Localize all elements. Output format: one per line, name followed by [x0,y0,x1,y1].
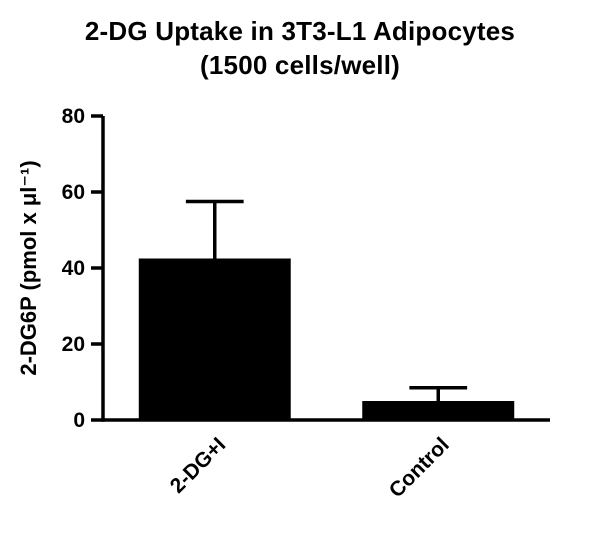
x-category-label: 2-DG+I [166,433,231,498]
chart-title-line2: (1500 cells/well) [200,50,400,80]
y-axis-label: 2-DG6P (pmol x μl⁻¹) [16,160,41,375]
y-tick-label: 80 [62,105,85,128]
bar-chart-canvas: 0 20 40 60 80 2-DG6P (pmol x μl⁻¹) 2-DG+I Contr… [16,105,550,502]
y-tick-label: 0 [73,409,85,432]
chart-title: 2-DG Uptake in 3T3-L1 Adipocytes (1500 c… [0,0,600,82]
x-category-label: Control [385,433,454,502]
bar-2 [362,401,515,420]
chart-title-line1: 2-DG Uptake in 3T3-L1 Adipocytes [84,16,516,46]
y-tick-label: 60 [62,181,85,204]
bar-1 [138,258,291,420]
y-tick-label: 20 [62,333,85,356]
y-tick-label: 40 [62,257,85,280]
